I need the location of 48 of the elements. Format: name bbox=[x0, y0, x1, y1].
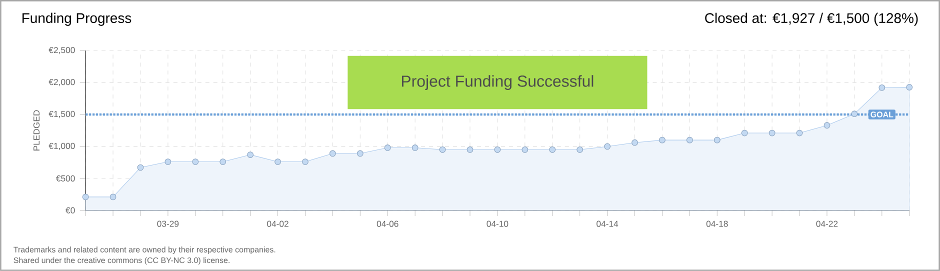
point bbox=[356, 150, 364, 157]
x-tick-label: 04-22 bbox=[816, 220, 838, 227]
point bbox=[439, 146, 446, 153]
x-tick-label: 04-14 bbox=[596, 220, 618, 227]
point bbox=[192, 158, 199, 166]
point bbox=[824, 122, 830, 129]
y-tick-label: €1,000 bbox=[48, 142, 75, 150]
y-tick-label: €0 bbox=[66, 207, 75, 214]
point bbox=[604, 143, 611, 150]
point bbox=[384, 144, 391, 151]
point bbox=[878, 84, 886, 91]
chart-subtitle: Closed at: €1,927 / €1,500 (128%) bbox=[705, 12, 918, 26]
x-tick-label: 04-10 bbox=[486, 220, 508, 227]
point bbox=[274, 158, 281, 166]
point bbox=[549, 146, 556, 153]
x-tick-label: 03-29 bbox=[157, 220, 179, 227]
annotation: Project Funding Successful bbox=[402, 75, 594, 90]
point bbox=[137, 164, 144, 171]
y-tick-label: €2,000 bbox=[48, 79, 75, 86]
point bbox=[494, 146, 501, 153]
x-tick-label: 04-02 bbox=[267, 220, 288, 227]
point bbox=[632, 139, 638, 146]
point bbox=[522, 146, 528, 153]
point bbox=[330, 150, 336, 157]
point bbox=[82, 194, 89, 200]
x-tick-label: 04-18 bbox=[706, 220, 728, 227]
point bbox=[796, 130, 803, 136]
point bbox=[576, 146, 584, 153]
y-tick-label: €2,500 bbox=[48, 47, 75, 54]
point bbox=[714, 136, 720, 144]
point bbox=[466, 146, 474, 153]
point bbox=[220, 158, 226, 166]
point bbox=[412, 144, 418, 151]
point bbox=[741, 130, 748, 136]
point bbox=[768, 130, 776, 136]
point bbox=[686, 136, 693, 144]
chart-title: Funding Progress bbox=[22, 12, 132, 26]
point bbox=[851, 110, 858, 118]
y-tick-label: €500 bbox=[56, 175, 75, 182]
point bbox=[247, 152, 254, 158]
point bbox=[906, 84, 913, 90]
point bbox=[659, 136, 666, 144]
y-tick-label: €1,500 bbox=[48, 110, 75, 118]
point bbox=[302, 158, 308, 166]
y-axis-title: PLEDGED bbox=[33, 110, 40, 150]
point bbox=[110, 194, 116, 200]
x-tick-label: 04-06 bbox=[376, 220, 398, 227]
point bbox=[164, 158, 172, 166]
